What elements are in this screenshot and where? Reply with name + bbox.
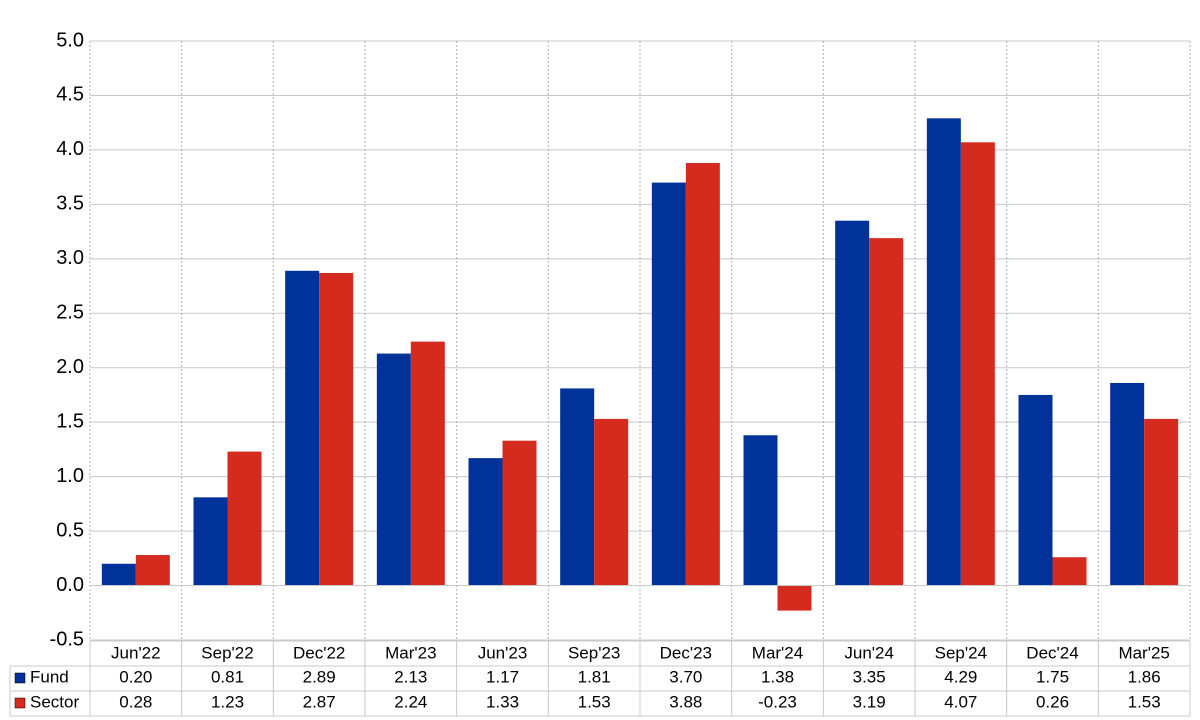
bar: [651, 182, 686, 586]
legend-label: Sector: [30, 692, 79, 711]
y-tick-label: 1.5: [56, 410, 84, 432]
table-value: 1.33: [486, 692, 519, 711]
bar: [835, 220, 870, 586]
x-tick-label: Dec'24: [1026, 643, 1078, 662]
y-tick-label: -0.5: [50, 628, 84, 650]
x-tick-label: Jun'24: [844, 643, 894, 662]
table-value: 0.20: [119, 667, 152, 686]
table-value: 1.75: [1036, 667, 1069, 686]
x-tick-label: Mar'24: [752, 643, 803, 662]
bar: [101, 563, 136, 586]
y-tick-label: 3.5: [56, 193, 84, 215]
table-value: 4.07: [944, 692, 977, 711]
y-tick-label: 4.0: [56, 138, 84, 160]
legend-marker: [14, 697, 26, 709]
table-value: 0.26: [1036, 692, 1069, 711]
legend-marker: [14, 672, 26, 684]
y-tick-label: 1.0: [56, 465, 84, 487]
table-value: 3.19: [853, 692, 886, 711]
table-value: -0.23: [758, 692, 797, 711]
table-value: 3.88: [669, 692, 702, 711]
bar: [869, 238, 904, 586]
x-tick-label: Sep'23: [568, 643, 620, 662]
bar: [1052, 557, 1087, 586]
y-tick-label: 0.5: [56, 519, 84, 541]
bar: [468, 458, 503, 586]
bar: [960, 142, 995, 586]
table-value: 1.23: [211, 692, 244, 711]
x-tick-label: Dec'22: [293, 643, 345, 662]
bar: [743, 435, 778, 586]
bar: [410, 341, 445, 586]
table-value: 2.89: [303, 667, 336, 686]
bar: [1144, 418, 1179, 586]
x-tick-label: Jun'23: [478, 643, 528, 662]
x-tick-label: Mar'25: [1118, 643, 1169, 662]
x-tick-label: Jun'22: [111, 643, 161, 662]
bar: [926, 118, 961, 586]
table-value: 2.13: [394, 667, 427, 686]
bar: [319, 272, 354, 586]
table-value: 0.28: [119, 692, 152, 711]
table-value: 1.81: [578, 667, 611, 686]
y-tick-label: 0.0: [56, 574, 84, 596]
bar: [376, 353, 411, 586]
table-value: 1.53: [578, 692, 611, 711]
bar: [135, 555, 170, 586]
table-value: 1.53: [1128, 692, 1161, 711]
table-value: 0.81: [211, 667, 244, 686]
table-value: 4.29: [944, 667, 977, 686]
bar: [227, 451, 262, 586]
table-value: 3.35: [853, 667, 886, 686]
table-value: 2.24: [394, 692, 427, 711]
bar: [685, 162, 720, 586]
x-tick-label: Mar'23: [385, 643, 436, 662]
y-tick-label: 4.5: [56, 84, 84, 106]
y-tick-label: 3.0: [56, 247, 84, 269]
bar: [594, 418, 629, 586]
y-tick-label: 5.0: [56, 29, 84, 51]
y-tick-label: 2.5: [56, 302, 84, 324]
bar: [193, 497, 228, 586]
bar: [285, 270, 320, 586]
bar: [777, 585, 812, 611]
bar: [1110, 382, 1145, 586]
x-tick-label: Sep'24: [935, 643, 987, 662]
x-tick-label: Sep'22: [201, 643, 253, 662]
bar: [502, 440, 537, 586]
bar: [560, 388, 595, 586]
bar: [1018, 394, 1053, 586]
x-tick-label: Dec'23: [660, 643, 712, 662]
table-value: 2.87: [303, 692, 336, 711]
legend-label: Fund: [30, 667, 69, 686]
table-value: 1.86: [1128, 667, 1161, 686]
y-tick-label: 2.0: [56, 356, 84, 378]
table-value: 1.17: [486, 667, 519, 686]
table-value: 1.38: [761, 667, 794, 686]
table-value: 3.70: [669, 667, 702, 686]
